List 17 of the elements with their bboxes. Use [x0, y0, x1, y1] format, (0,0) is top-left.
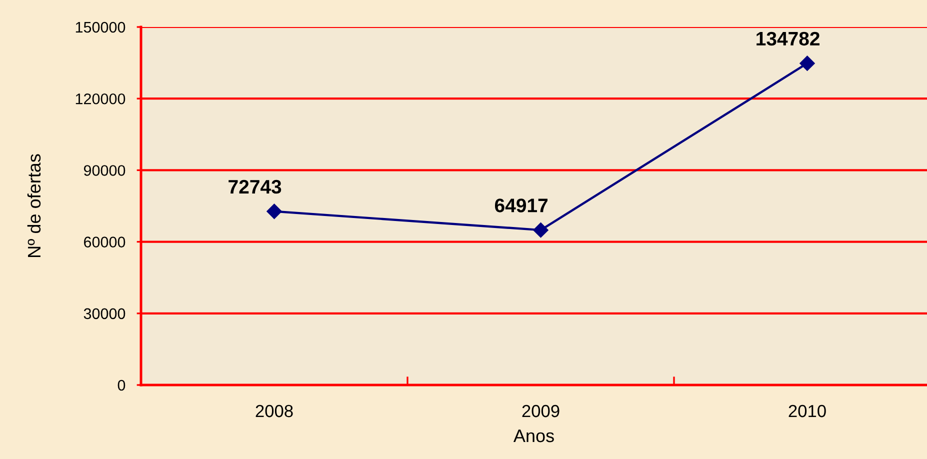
x-tick-label: 2008: [256, 404, 293, 418]
y-tick-label: 60000: [84, 236, 126, 248]
point: [800, 56, 815, 71]
y-tick-label: 120000: [76, 93, 126, 104]
y-tick-label: 150000: [76, 22, 126, 33]
data-label: 64917: [494, 198, 548, 212]
y-tick-label: 0: [118, 380, 126, 391]
data-label: 134782: [756, 32, 820, 46]
x-tick-label: 2009: [522, 404, 560, 418]
x-axis-title: Anos: [513, 430, 554, 442]
x-tick-label: 2010: [788, 404, 826, 418]
point: [533, 222, 548, 238]
y-tick-label: 30000: [84, 308, 126, 320]
y-tick-label: 90000: [84, 165, 126, 176]
y-axis-title: Nº de ofertas: [27, 154, 41, 257]
data-label: 72743: [228, 180, 282, 194]
point: [266, 204, 282, 219]
